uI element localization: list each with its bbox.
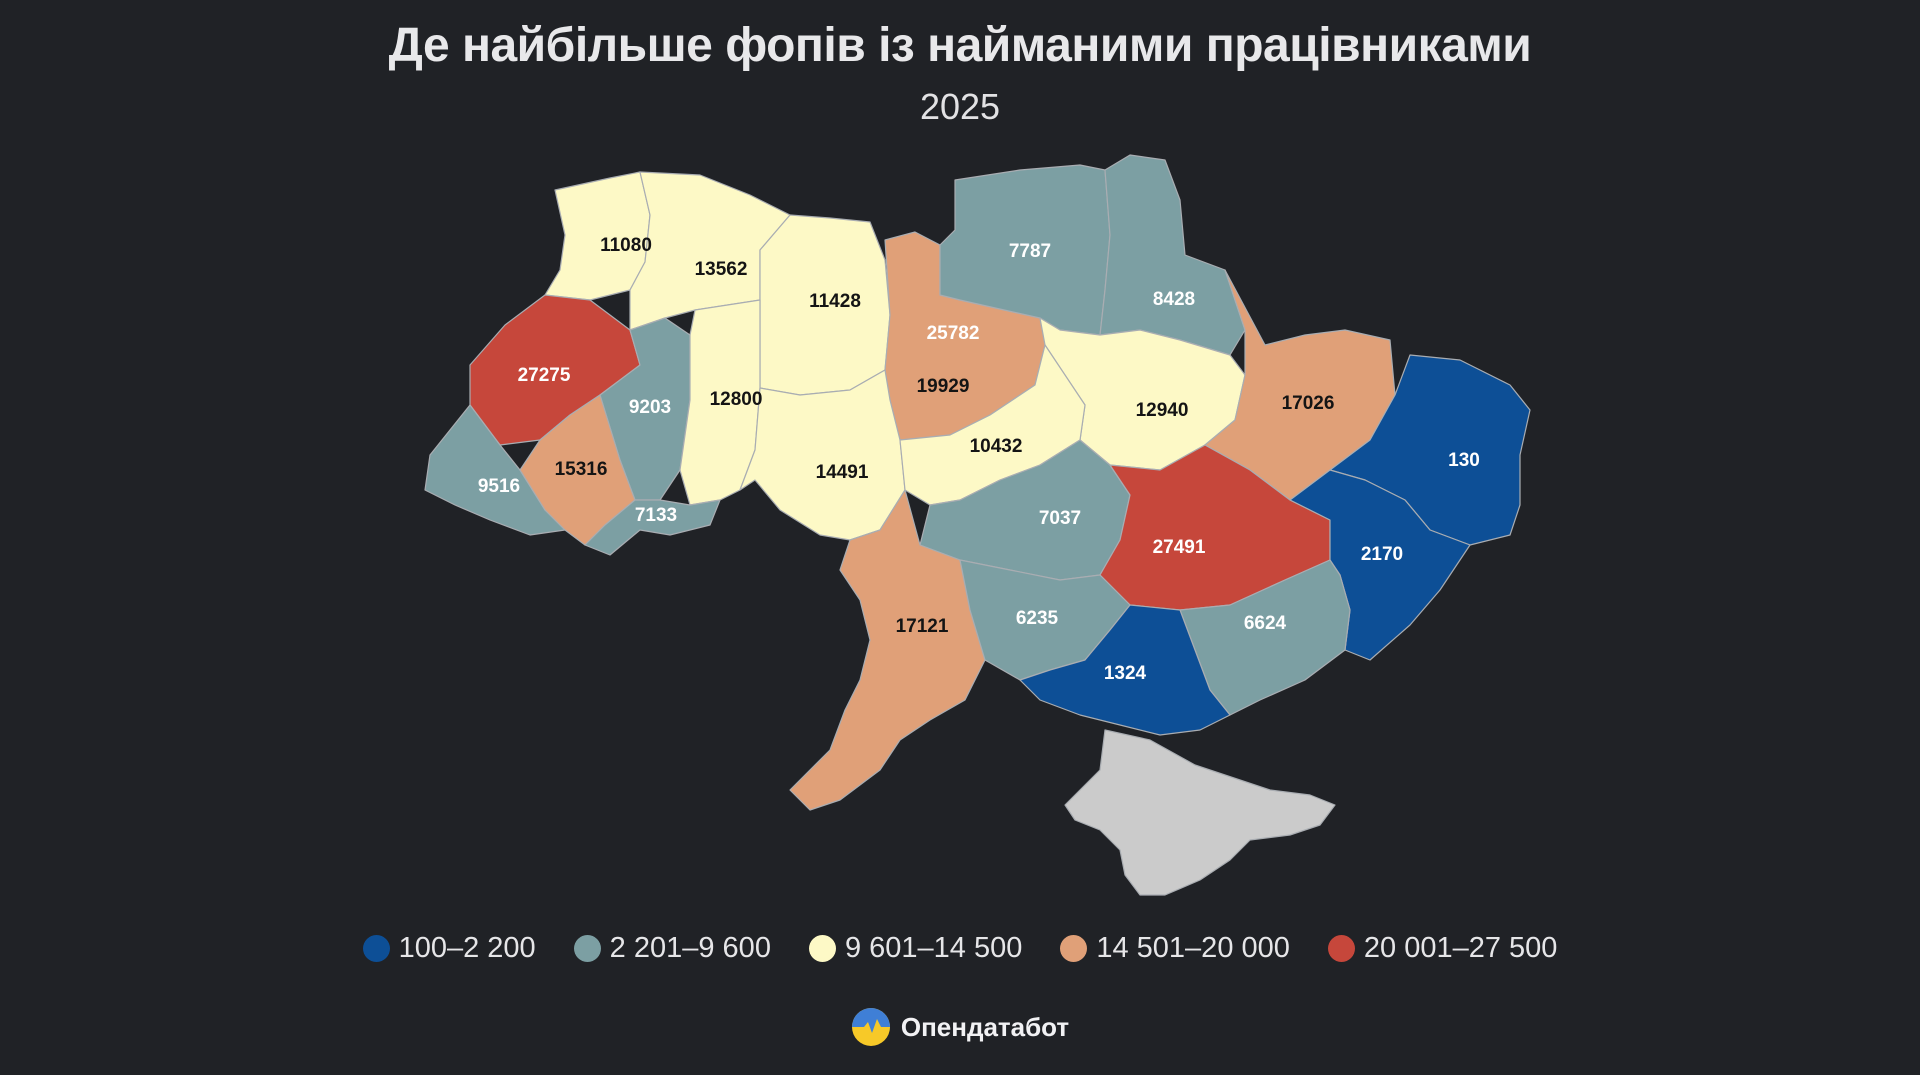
region-zakarpattia	[424, 404, 566, 536]
brand: Опендатабот	[0, 1007, 1920, 1047]
region-donetsk	[1289, 469, 1471, 661]
region-label: 13562	[695, 259, 748, 280]
region-label: 14491	[816, 462, 869, 483]
region-label: 1324	[1104, 663, 1147, 684]
region-label: 27491	[1153, 537, 1206, 558]
legend-label: 20 001–27 500	[1363, 932, 1558, 964]
region-label: 2170	[1361, 544, 1403, 565]
region-crimea	[1064, 729, 1336, 896]
legend-item: 2 201–9 600	[573, 932, 771, 965]
opendatabot-logo-icon	[851, 1008, 890, 1046]
region-odesa	[789, 489, 986, 811]
region-label: 7037	[1039, 508, 1081, 529]
region-label: 8428	[1153, 289, 1195, 310]
region-kherson	[1019, 604, 1231, 736]
region-label: 6235	[1016, 608, 1059, 629]
region-label: 17026	[1282, 393, 1335, 414]
region-label: 25782	[927, 323, 980, 344]
region-label: 15316	[555, 459, 608, 480]
region-label: 6624	[1244, 613, 1287, 634]
legend-item: 20 001–27 500	[1327, 932, 1558, 965]
region-label: 17121	[896, 616, 949, 637]
region-label: 7787	[1009, 241, 1051, 262]
page-title: Де найбільше фопів із найманими працівни…	[388, 19, 1532, 72]
map-legend: 100–2 200 2 201–9 600 9 601–14 500 14 50…	[0, 932, 1920, 965]
legend-item: 100–2 200	[362, 932, 536, 965]
region-label: 11428	[809, 291, 861, 312]
legend-swatch	[808, 935, 836, 962]
legend-item: 9 601–14 500	[808, 932, 1023, 965]
legend-label: 100–2 200	[398, 932, 536, 964]
legend-label: 2 201–9 600	[609, 932, 771, 964]
region-label: 10432	[970, 436, 1023, 457]
region-label: 19929	[917, 376, 970, 397]
region-label: 7133	[635, 505, 677, 526]
region-sumy	[1099, 154, 1246, 356]
legend-swatch	[573, 935, 601, 962]
legend-label: 9 601–14 500	[844, 932, 1023, 964]
region-vinnytsia	[739, 369, 906, 541]
region-label: 11080	[600, 235, 652, 256]
legend-swatch	[1060, 935, 1088, 962]
region-label: 9516	[478, 476, 520, 497]
legend-label: 14 501–20 000	[1096, 932, 1290, 964]
region-label: 130	[1448, 450, 1480, 471]
legend-swatch	[362, 935, 390, 962]
region-label: 12800	[710, 389, 763, 410]
region-label: 9203	[629, 397, 671, 418]
region-label: 12940	[1136, 400, 1189, 421]
legend-item: 14 501–20 000	[1060, 932, 1290, 965]
region-chernivtsi	[584, 499, 721, 556]
brand-name: Опендатабот	[900, 1011, 1070, 1042]
page-subtitle: 2025	[919, 86, 1001, 127]
region-label: 27275	[518, 365, 571, 386]
legend-swatch	[1327, 935, 1355, 962]
